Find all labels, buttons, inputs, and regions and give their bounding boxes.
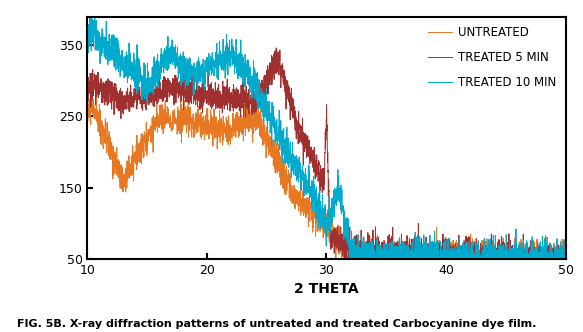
TREATED 10 MIN xyxy=(88,11,95,15)
TREATED 10 MIN xyxy=(139,81,146,85)
UNTREATED xyxy=(268,149,275,153)
TREATED 5 MIN xyxy=(562,257,569,261)
TREATED 5 MIN xyxy=(341,257,348,261)
TREATED 5 MIN xyxy=(267,70,274,74)
TREATED 10 MIN xyxy=(346,257,353,261)
TREATED 5 MIN xyxy=(273,46,280,50)
TREATED 10 MIN xyxy=(84,47,91,51)
Legend: UNTREATED, TREATED 5 MIN, TREATED 10 MIN: UNTREATED, TREATED 5 MIN, TREATED 10 MIN xyxy=(425,23,560,92)
TREATED 10 MIN xyxy=(288,157,295,161)
UNTREATED xyxy=(553,257,560,261)
TREATED 5 MIN xyxy=(501,257,508,261)
Line: TREATED 5 MIN: TREATED 5 MIN xyxy=(87,48,566,259)
UNTREATED xyxy=(332,257,339,261)
UNTREATED xyxy=(288,200,295,204)
TREATED 5 MIN xyxy=(139,94,146,98)
TREATED 5 MIN xyxy=(553,254,560,258)
TREATED 5 MIN xyxy=(84,76,91,80)
Line: UNTREATED: UNTREATED xyxy=(87,91,566,259)
TREATED 10 MIN xyxy=(553,243,560,247)
TREATED 5 MIN xyxy=(167,84,174,88)
TREATED 5 MIN xyxy=(288,109,295,113)
TREATED 10 MIN xyxy=(501,249,508,253)
TREATED 10 MIN xyxy=(268,112,275,116)
UNTREATED xyxy=(562,257,569,261)
UNTREATED xyxy=(87,89,94,93)
Line: TREATED 10 MIN: TREATED 10 MIN xyxy=(87,13,566,259)
UNTREATED xyxy=(167,114,174,118)
TREATED 10 MIN xyxy=(167,44,174,48)
UNTREATED xyxy=(84,97,91,101)
TREATED 10 MIN xyxy=(562,257,569,261)
UNTREATED xyxy=(501,249,508,253)
Text: FIG. 5B. X-ray diffraction patterns of untreated and treated Carbocyanine dye fi: FIG. 5B. X-ray diffraction patterns of u… xyxy=(17,319,537,329)
UNTREATED xyxy=(139,140,146,144)
X-axis label: 2 THETA: 2 THETA xyxy=(294,283,359,296)
